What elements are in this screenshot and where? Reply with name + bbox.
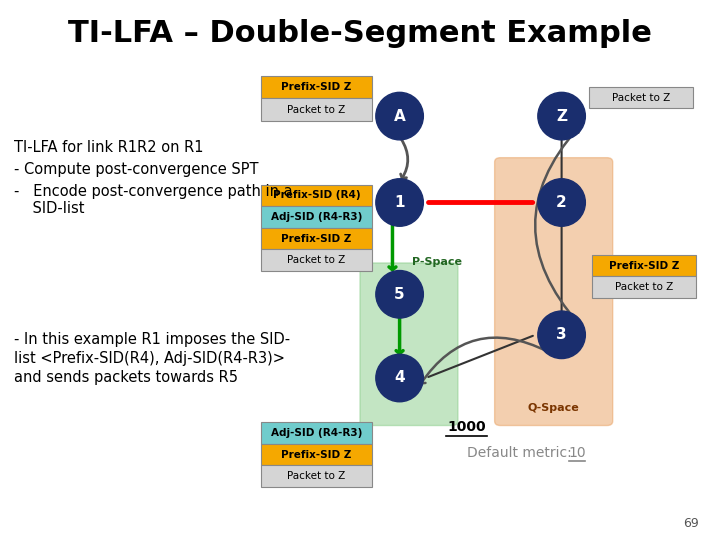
Text: Prefix-SID (R4): Prefix-SID (R4) <box>273 191 360 200</box>
Ellipse shape <box>376 92 423 140</box>
Text: Packet to Z: Packet to Z <box>287 105 346 114</box>
Ellipse shape <box>376 271 423 318</box>
Text: 5: 5 <box>395 287 405 302</box>
Text: - Compute post-convergence SPT: - Compute post-convergence SPT <box>14 162 259 177</box>
Text: Adj-SID (R4-R3): Adj-SID (R4-R3) <box>271 212 362 222</box>
Bar <box>261 98 372 121</box>
Bar <box>592 255 696 276</box>
Ellipse shape <box>538 92 585 140</box>
Text: P-Space: P-Space <box>412 257 462 267</box>
Bar <box>261 422 372 444</box>
FancyBboxPatch shape <box>495 158 613 426</box>
Text: Prefix-SID Z: Prefix-SID Z <box>282 234 351 244</box>
Text: Packet to Z: Packet to Z <box>287 255 346 265</box>
Bar <box>261 228 372 249</box>
Text: A: A <box>394 109 405 124</box>
Text: Packet to Z: Packet to Z <box>287 471 346 481</box>
Text: 2: 2 <box>557 195 567 210</box>
Text: Default metric:: Default metric: <box>467 446 576 460</box>
Text: 10: 10 <box>569 446 586 460</box>
Text: Q-Space: Q-Space <box>528 403 580 413</box>
Text: 1000: 1000 <box>447 420 486 434</box>
Bar <box>261 249 372 271</box>
Text: and sends packets towards R5: and sends packets towards R5 <box>14 370 238 385</box>
Ellipse shape <box>376 179 423 226</box>
Text: 4: 4 <box>395 370 405 386</box>
Bar <box>261 206 372 228</box>
Bar <box>261 465 372 487</box>
Text: SID-list: SID-list <box>14 201 85 216</box>
Text: Prefix-SID Z: Prefix-SID Z <box>282 82 351 92</box>
Bar <box>261 444 372 465</box>
FancyBboxPatch shape <box>360 263 458 426</box>
Text: Packet to Z: Packet to Z <box>612 93 670 103</box>
Text: Prefix-SID Z: Prefix-SID Z <box>282 450 351 460</box>
Text: - In this example R1 imposes the SID-: - In this example R1 imposes the SID- <box>14 332 291 347</box>
Text: Adj-SID (R4-R3): Adj-SID (R4-R3) <box>271 428 362 438</box>
Text: list <Prefix-SID(R4), Adj-SID(R4-R3)>: list <Prefix-SID(R4), Adj-SID(R4-R3)> <box>14 351 285 366</box>
Text: 69: 69 <box>683 517 698 530</box>
Bar <box>589 87 693 108</box>
Bar <box>592 276 696 298</box>
Text: 3: 3 <box>557 327 567 342</box>
Text: Packet to Z: Packet to Z <box>615 282 673 292</box>
Bar <box>261 76 372 98</box>
Ellipse shape <box>538 179 585 226</box>
Ellipse shape <box>538 311 585 359</box>
Text: -   Encode post-convergence path in a: - Encode post-convergence path in a <box>14 184 293 199</box>
Text: TI-LFA – Double-Segment Example: TI-LFA – Double-Segment Example <box>68 19 652 48</box>
Text: 1: 1 <box>395 195 405 210</box>
Text: Z: Z <box>556 109 567 124</box>
Bar <box>261 185 372 206</box>
Text: TI-LFA for link R1R2 on R1: TI-LFA for link R1R2 on R1 <box>14 140 204 156</box>
Ellipse shape <box>376 354 423 402</box>
Text: Prefix-SID Z: Prefix-SID Z <box>609 261 679 271</box>
